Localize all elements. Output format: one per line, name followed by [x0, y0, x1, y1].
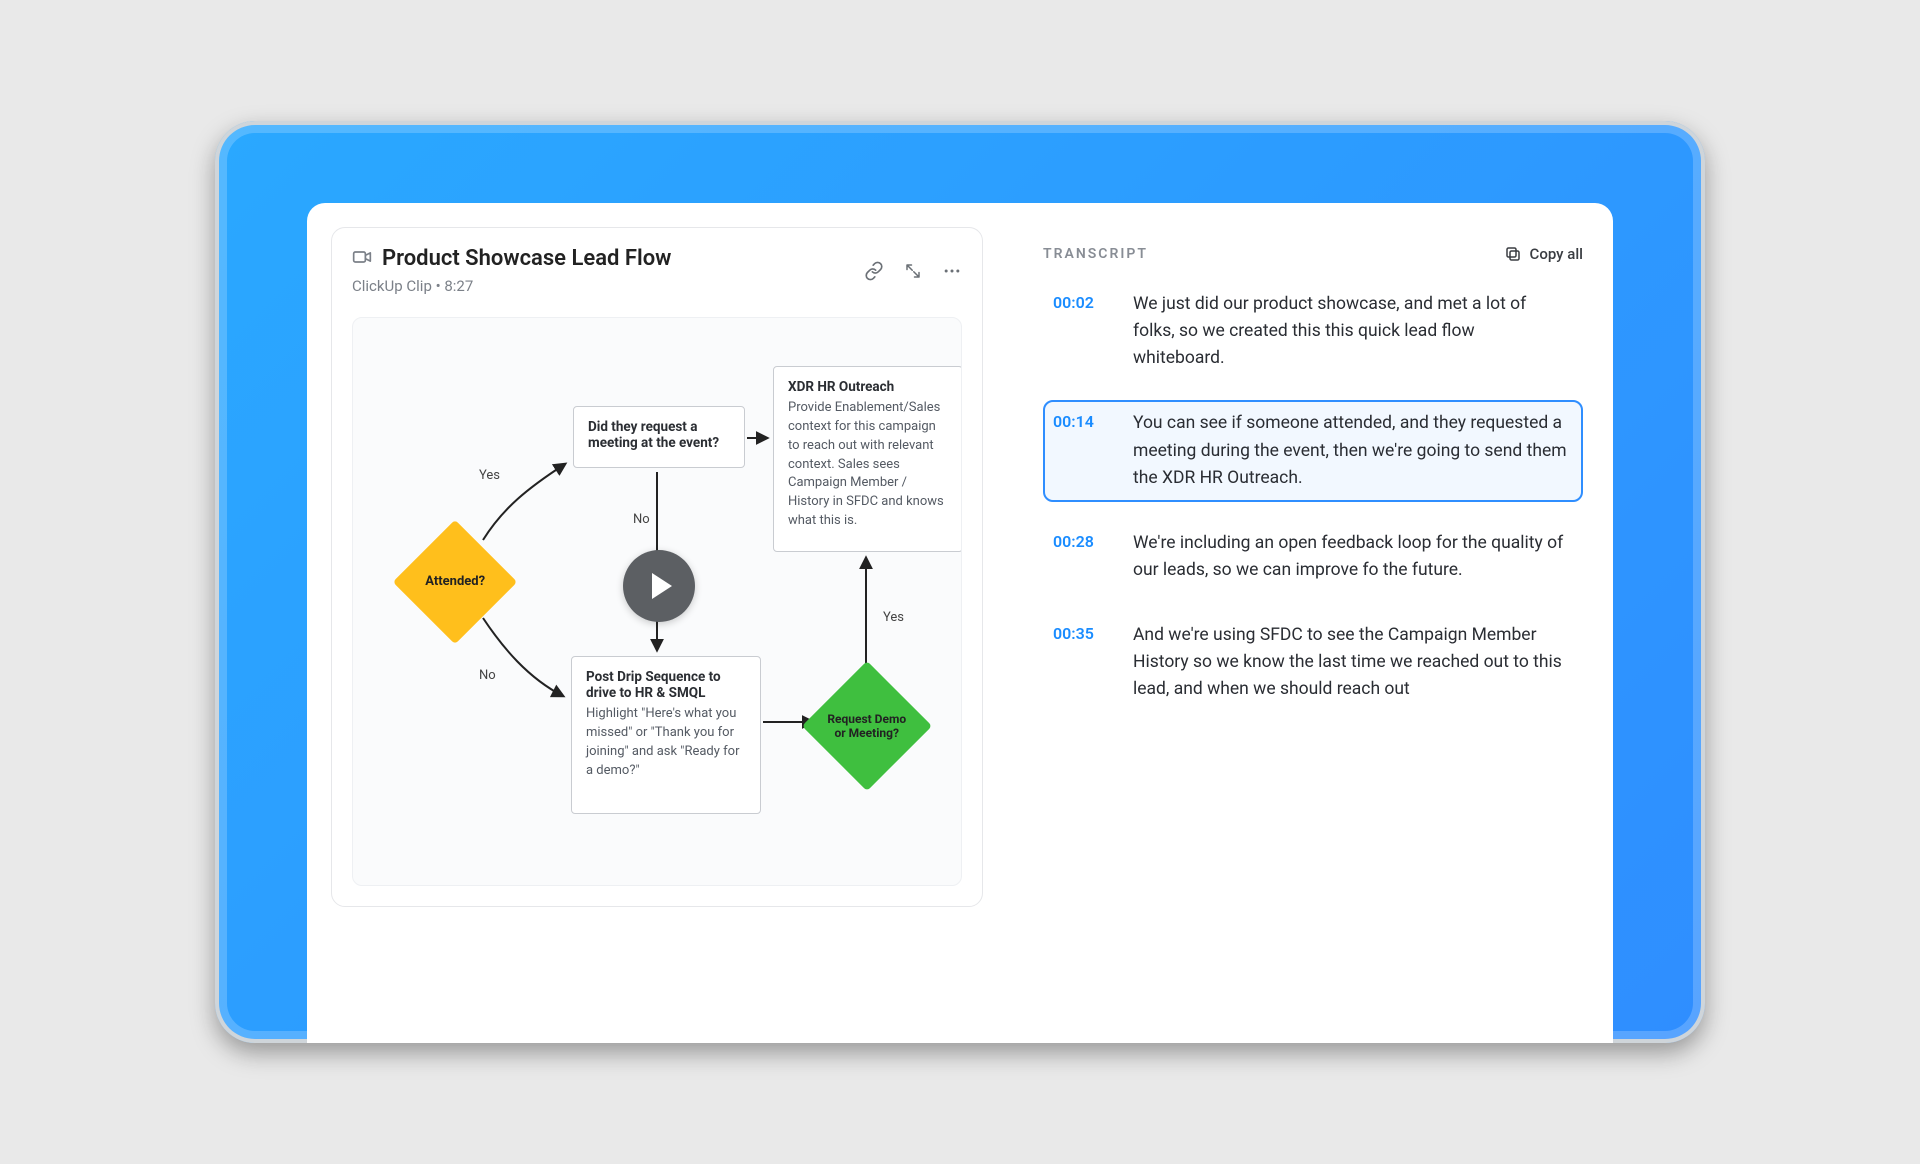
flow-node-attended: Attended? — [393, 520, 517, 644]
edge-label: Yes — [479, 468, 500, 483]
more-menu-icon[interactable] — [942, 261, 962, 281]
flow-node-post_drip: Post Drip Sequence to drive to HR & SMQL… — [571, 656, 761, 814]
fade-overlay — [1007, 923, 1613, 1043]
transcript-header: TRANSCRIPT Copy all — [1043, 245, 1583, 263]
transcript-text: We're including an open feedback loop fo… — [1133, 530, 1567, 584]
edge-label: No — [479, 668, 496, 683]
transcript-timestamp[interactable]: 00:28 — [1053, 530, 1111, 584]
expand-icon[interactable] — [904, 262, 922, 280]
transcript-item[interactable]: 00:28 We're including an open feedback lo… — [1043, 520, 1583, 594]
edge-label: Yes — [883, 610, 904, 625]
app-window: Product Showcase Lead Flow ClickUp Clip … — [307, 203, 1613, 1043]
flow-node-xdr: XDR HR OutreachProvide Enablement/Sales … — [773, 366, 962, 552]
device-frame: Product Showcase Lead Flow ClickUp Clip … — [215, 121, 1705, 1043]
transcript-timestamp[interactable]: 00:14 — [1053, 410, 1111, 491]
video-clip-icon — [352, 247, 372, 271]
transcript-item[interactable]: 00:02 We just did our product showcase, a… — [1043, 281, 1583, 382]
clip-pane: Product Showcase Lead Flow ClickUp Clip … — [307, 203, 1007, 1043]
clip-actions — [864, 261, 962, 281]
copy-all-button[interactable]: Copy all — [1504, 245, 1583, 263]
clip-subline: ClickUp Clip • 8:27 — [352, 277, 864, 295]
copy-all-label: Copy all — [1530, 245, 1583, 263]
clip-title: Product Showcase Lead Flow — [382, 246, 671, 271]
transcript-text: You can see if someone attended, and the… — [1133, 410, 1567, 491]
video-preview-canvas[interactable]: Yes No No Yes Attended? Did they request a me… — [352, 317, 962, 886]
play-button[interactable] — [623, 550, 695, 622]
transcript-heading: TRANSCRIPT — [1043, 246, 1148, 262]
transcript-item[interactable]: 00:14 You can see if someone attended, an… — [1043, 400, 1583, 501]
transcript-text: And we're using SFDC to see the Campaign… — [1133, 622, 1567, 703]
flow-node-request_event: Did they request a meeting at the event? — [573, 406, 745, 468]
edge-label: No — [633, 512, 650, 527]
transcript-timestamp[interactable]: 00:02 — [1053, 291, 1111, 372]
clip-card: Product Showcase Lead Flow ClickUp Clip … — [331, 227, 983, 907]
transcript-text: We just did our product showcase, and me… — [1133, 291, 1567, 372]
transcript-item[interactable]: 00:35 And we're using SFDC to see the Cam… — [1043, 612, 1583, 713]
transcript-timestamp[interactable]: 00:35 — [1053, 622, 1111, 703]
transcript-list: 00:02 We just did our product showcase, a… — [1043, 281, 1583, 713]
flow-node-request_demo: Request Demo or Meeting? — [802, 661, 932, 791]
copy-icon — [1504, 245, 1522, 263]
copy-link-icon[interactable] — [864, 261, 884, 281]
clip-header: Product Showcase Lead Flow ClickUp Clip … — [352, 246, 962, 295]
transcript-pane: TRANSCRIPT Copy all 00:02 We just did our… — [1007, 203, 1613, 1043]
